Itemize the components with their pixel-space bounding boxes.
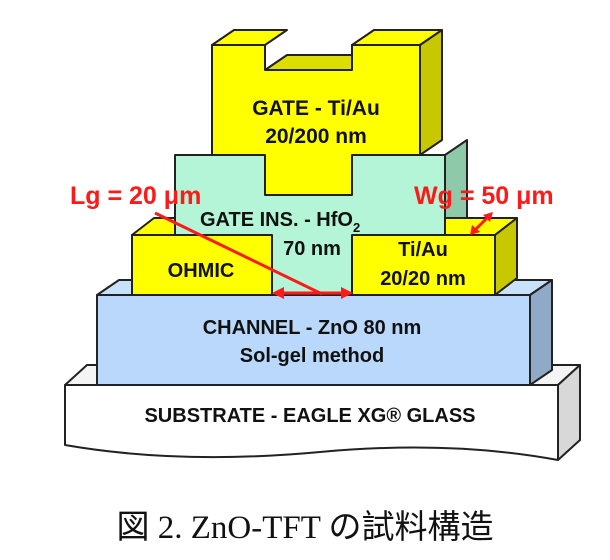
contact-thickness-label: 20/20 nm	[380, 268, 466, 290]
tft-structure-diagram: GATE - Ti/Au 20/200 nm GATE INS. - HfO2 …	[64, 29, 581, 461]
gate-insulator-thickness-label: 70 nm	[283, 238, 341, 260]
channel-label: CHANNEL - ZnO 80 nm	[203, 317, 422, 339]
gate-electrode	[211, 29, 443, 196]
wg-arrow	[470, 212, 493, 235]
substrate-label: SUBSTRATE - EAGLE XG® GLASS	[144, 405, 475, 427]
contact-label: Ti/Au	[398, 239, 448, 261]
channel-layer	[96, 279, 553, 386]
figure-caption: 図 2. ZnO-TFT の試料構造	[116, 510, 494, 546]
channel-method-label: Sol-gel method	[240, 345, 384, 367]
ohmic-contact-right	[351, 217, 518, 296]
gate-thickness-label: 20/200 nm	[265, 125, 367, 148]
wg-label: Wg = 50 μm	[414, 182, 554, 210]
lg-label: Lg = 20 μm	[70, 182, 201, 210]
gate-label: GATE - Ti/Au	[252, 97, 380, 120]
lg-annotation	[154, 211, 353, 299]
gate-insulator-label: GATE INS. - HfO2	[200, 209, 360, 235]
ohmic-label: OHMIC	[168, 260, 235, 282]
ohmic-contact-left	[131, 217, 273, 296]
